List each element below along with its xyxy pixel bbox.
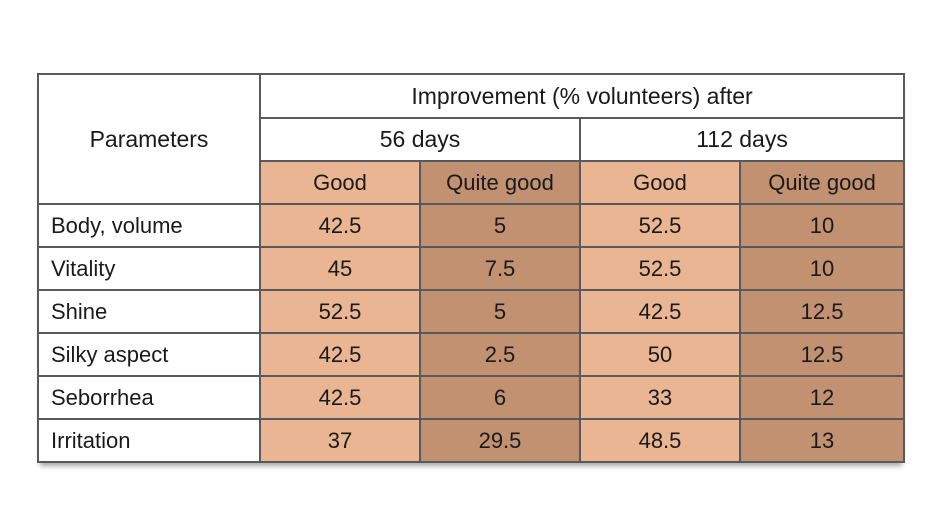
value-cell: 42.5 [259,375,421,420]
value-cell: 48.5 [579,418,741,463]
value-cell: 12.5 [738,332,906,377]
table-title: Improvement (% volunteers) after [258,73,906,119]
value-cell: 6 [419,375,581,420]
table-row: Body, volume 42.5 5 52.5 10 [37,203,906,248]
column-header-56-good: Good [259,160,421,205]
value-cell: 50 [579,332,741,377]
value-cell: 52.5 [259,289,421,334]
value-cell: 37 [259,418,421,463]
value-cell: 33 [579,375,741,420]
header-row-title: Parameters Improvement (% volunteers) af… [37,73,906,205]
value-cell: 13 [738,418,906,463]
parameter-label: Irritation [37,418,261,463]
value-cell: 5 [419,289,581,334]
value-cell: 42.5 [579,289,741,334]
value-cell: 52.5 [579,203,741,248]
value-cell: 42.5 [259,203,421,248]
improvement-table: Parameters Improvement (% volunteers) af… [37,73,906,463]
header-row-ratings: Good Quite good Good Quite good [38,160,906,205]
value-cell: 5 [419,203,581,248]
table-row: Vitality 45 7.5 52.5 10 [37,246,906,291]
table-row: Shine 52.5 5 42.5 12.5 [37,289,906,334]
value-cell: 7.5 [419,246,581,291]
value-cell: 52.5 [579,246,741,291]
parameter-label: Seborrhea [37,375,261,420]
period-112-days-header: 112 days [578,117,906,162]
value-cell: 12.5 [738,289,906,334]
table-row: Silky aspect 42.5 2.5 50 12.5 [37,332,906,377]
column-header-112-good: Good [579,160,741,205]
value-cell: 42.5 [259,332,421,377]
parameter-label: Shine [37,289,261,334]
column-header-112-quite-good: Quite good [738,160,906,205]
parameters-header: Parameters [37,73,261,205]
parameter-label: Silky aspect [37,332,261,377]
improvement-table-wrapper: Parameters Improvement (% volunteers) af… [37,73,906,463]
value-cell: 29.5 [419,418,581,463]
table-row: Irritation 37 29.5 48.5 13 [37,418,906,463]
value-cell: 45 [259,246,421,291]
value-cell: 10 [738,203,906,248]
parameter-label: Vitality [37,246,261,291]
table-row: Seborrhea 42.5 6 33 12 [37,375,906,420]
value-cell: 12 [738,375,906,420]
period-56-days-header: 56 days [259,117,581,162]
parameter-label: Body, volume [37,203,261,248]
column-header-56-quite-good: Quite good [419,160,581,205]
value-cell: 2.5 [419,332,581,377]
header-row-periods: 56 days 112 days [38,117,906,162]
value-cell: 10 [738,246,906,291]
